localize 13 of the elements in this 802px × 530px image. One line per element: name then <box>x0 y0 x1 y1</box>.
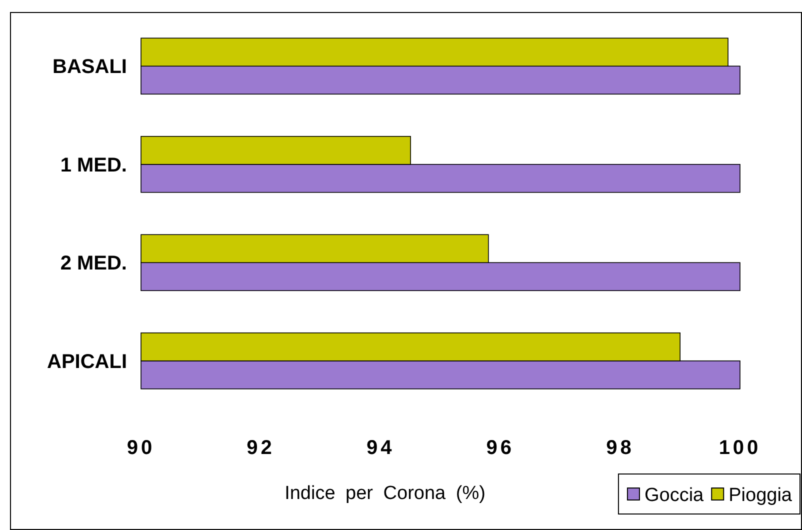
y-tick-label: 1 MED. <box>60 154 127 176</box>
x-tick-label: 90 <box>126 437 156 460</box>
x-tick-label: 98 <box>606 437 634 460</box>
x-axis-title: Indice per Corona (%) <box>284 483 486 504</box>
x-tick-label: 96 <box>486 437 515 460</box>
y-tick-label: APICALI <box>47 350 127 373</box>
x-tick-label: 94 <box>366 437 395 460</box>
y-tick-label: BASALI <box>52 56 127 78</box>
legend-label: Pioggia <box>728 485 792 506</box>
x-tick-label: 100 <box>718 437 762 460</box>
x-tick-label: 92 <box>246 437 275 460</box>
legend-label: Goccia <box>644 485 704 506</box>
y-tick-label: 2 MED. <box>60 252 127 275</box>
